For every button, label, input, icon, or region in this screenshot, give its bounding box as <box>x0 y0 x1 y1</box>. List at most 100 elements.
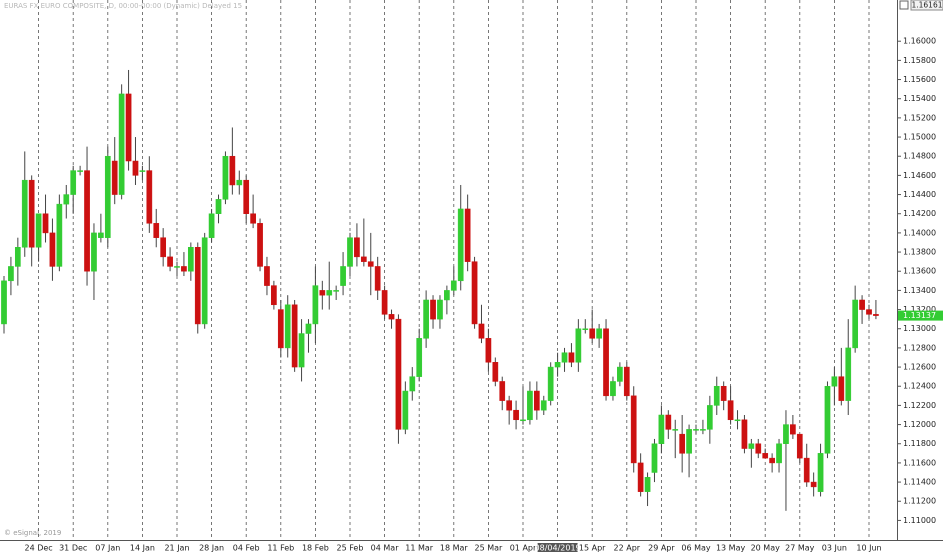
candle-body <box>492 362 499 382</box>
candle-body <box>720 385 727 401</box>
x-tick-label: 28 Jan <box>199 544 224 552</box>
candle-body <box>104 155 111 238</box>
candle-body <box>693 429 699 431</box>
x-tick-label: 14 Jan <box>130 544 155 552</box>
y-tick-label: 1.14600 <box>903 171 936 180</box>
y-tick-label: 1.13800 <box>903 248 936 257</box>
x-tick-label: 18 Mar <box>440 544 469 552</box>
candle-body <box>181 266 187 272</box>
candle-body <box>810 481 817 488</box>
candle-body <box>776 443 782 464</box>
top-right-label: 1.16161 <box>911 1 942 10</box>
candle-body <box>111 160 118 195</box>
candle-body <box>70 170 77 195</box>
candle-body <box>347 237 353 267</box>
candle-body <box>520 419 526 422</box>
candle-body <box>582 328 589 330</box>
candle-body <box>160 237 167 258</box>
candle-body <box>326 290 333 296</box>
candle-body <box>14 247 21 267</box>
y-tick-label: 1.13000 <box>903 324 936 333</box>
candle-body <box>603 328 609 397</box>
candle-body <box>312 285 319 325</box>
x-tick-label: 04 Mar <box>371 544 400 552</box>
chart-header: EURAS FX EURO COMPOSITE, D, 00:00-00:00 … <box>4 2 242 10</box>
candle-body <box>125 93 132 162</box>
candles <box>1 69 879 511</box>
y-tick-label: 1.12400 <box>903 382 936 391</box>
x-tick-label: 11 Mar <box>405 544 434 552</box>
candle-body <box>174 266 180 268</box>
x-tick-label: 11 Feb <box>267 544 294 552</box>
candle-body <box>444 290 450 301</box>
candle-body <box>533 390 540 411</box>
y-tick-label: 1.15800 <box>903 56 936 65</box>
candle-body <box>146 170 153 224</box>
candle-body <box>596 328 602 339</box>
candle-body <box>790 424 796 435</box>
candle-body <box>354 237 360 258</box>
candle-body <box>561 352 568 363</box>
candle-body <box>284 304 291 349</box>
candle-body <box>852 299 859 349</box>
last-price-box <box>898 310 943 321</box>
candle-body <box>132 160 139 176</box>
candle-body <box>796 433 803 459</box>
candle-body <box>153 223 160 238</box>
x-tick-label: 20 May <box>751 544 781 552</box>
candle-body <box>748 443 755 449</box>
candle-body <box>575 328 582 363</box>
x-tick-label: 13 May <box>716 544 746 552</box>
candle-body <box>35 213 42 248</box>
candle-body <box>610 381 616 397</box>
x-tick-label: 15 Apr <box>579 544 606 552</box>
y-tick-label: 1.14800 <box>903 152 936 161</box>
x-tick-label: 21 Jan <box>164 544 189 552</box>
y-tick-label: 1.16000 <box>903 37 936 46</box>
x-tick-label: 31 Dec <box>59 544 87 552</box>
candle-body <box>277 309 284 349</box>
y-tick-label: 1.12000 <box>903 420 936 429</box>
candle-body <box>201 237 208 325</box>
candle-body <box>741 419 748 449</box>
y-tick-label: 1.14200 <box>903 209 936 218</box>
candle-body <box>409 376 416 392</box>
candle-body <box>395 318 402 430</box>
candle-body <box>215 199 222 214</box>
last-price-label: 1.13137 <box>903 311 936 320</box>
candle-body <box>243 179 250 214</box>
x-tick-label: 01 Apr <box>510 544 537 552</box>
candle-body <box>374 266 381 291</box>
candle-body <box>91 232 97 272</box>
candle-body <box>831 376 838 387</box>
x-tick-label: 06 May <box>681 544 711 552</box>
window-icon[interactable] <box>899 0 909 10</box>
y-tick-label: 1.11800 <box>903 439 936 448</box>
candle-body <box>727 400 734 421</box>
y-tick-label: 1.15600 <box>903 75 936 84</box>
candle-body <box>291 304 298 368</box>
candle-body <box>222 155 229 200</box>
y-tick-label: 1.14400 <box>903 190 936 199</box>
y-tick-label: 1.15000 <box>903 133 936 142</box>
top-right-box <box>910 0 943 11</box>
y-tick-label: 1.12800 <box>903 343 936 352</box>
candle-body <box>305 323 312 334</box>
candle-body <box>187 247 194 272</box>
candle-body <box>554 362 561 368</box>
x-tick-label: 25 Mar <box>474 544 503 552</box>
candle-body <box>499 381 506 401</box>
x-tick-label: 27 May <box>785 544 815 552</box>
candle-body <box>873 314 879 316</box>
candle-body <box>527 390 533 421</box>
candle-body <box>540 400 547 411</box>
x-label-highlight <box>537 543 578 552</box>
candle-body <box>457 208 464 282</box>
x-tick-label: 03 Jun <box>822 544 847 552</box>
candle-body <box>257 223 263 267</box>
candle-body <box>250 213 256 224</box>
candle-body <box>506 400 513 411</box>
y-tick-label: 1.11000 <box>903 516 936 525</box>
candle-body <box>450 280 457 291</box>
